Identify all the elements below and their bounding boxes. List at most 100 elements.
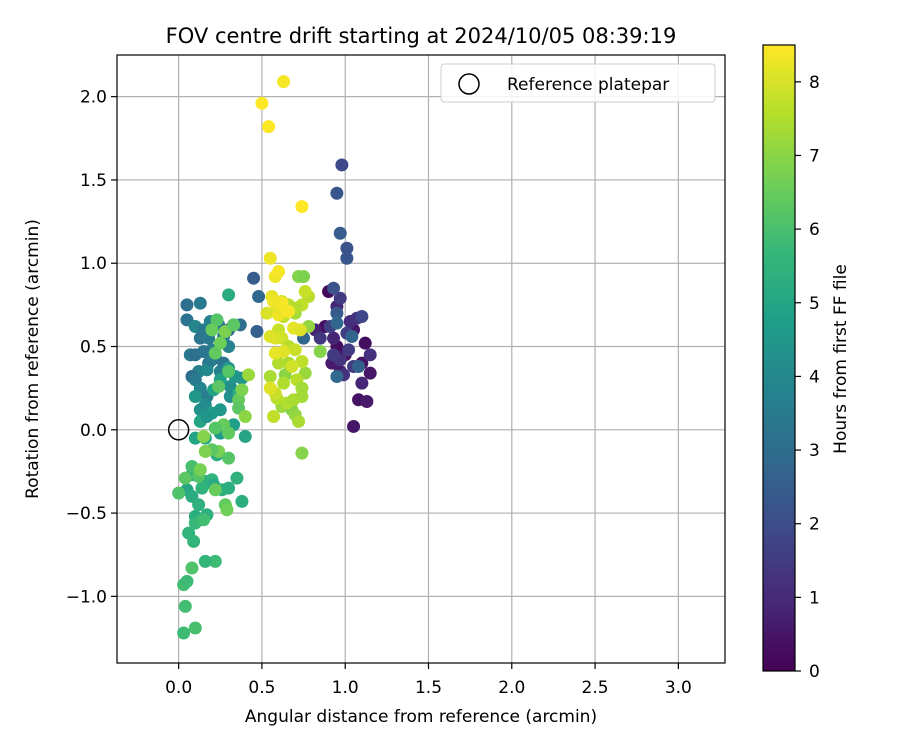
data-point <box>327 348 341 362</box>
x-tick-label: 1.5 <box>415 678 442 698</box>
data-point <box>330 186 344 200</box>
data-point <box>260 306 274 320</box>
data-point <box>255 96 269 110</box>
colorbar-tick-label: 5 <box>809 294 820 314</box>
data-point <box>198 444 212 458</box>
plot-frame <box>116 54 726 664</box>
data-point <box>178 471 192 485</box>
data-point <box>277 376 291 390</box>
y-tick-label: 0.0 <box>80 421 107 441</box>
data-point <box>177 626 191 640</box>
colorbar-tick-label: 7 <box>809 146 820 166</box>
data-point <box>195 481 209 495</box>
data-point <box>197 513 211 527</box>
data-point <box>295 446 309 460</box>
data-point <box>208 421 222 435</box>
reference-platepar-marker <box>167 419 190 441</box>
data-point <box>267 409 281 423</box>
data-point <box>313 345 327 359</box>
x-axis-label: Angular distance from reference (arcmin) <box>245 707 597 727</box>
y-tick-label: 1.5 <box>80 171 107 191</box>
data-point <box>208 483 222 497</box>
data-point <box>238 429 252 443</box>
data-point <box>222 451 236 465</box>
data-point <box>222 481 236 495</box>
data-point <box>188 389 202 403</box>
colorbar: 0 1 2 3 4 5 6 7 8 Hours from first FF file <box>762 44 851 682</box>
data-point <box>358 336 372 350</box>
colorbar-tick-label: 0 <box>809 662 820 682</box>
data-point <box>220 503 234 517</box>
data-point <box>213 403 227 417</box>
data-point <box>327 281 341 295</box>
data-point <box>172 486 186 500</box>
data-point <box>340 241 354 255</box>
data-point <box>263 369 277 383</box>
y-tick-label: −1.0 <box>66 587 107 607</box>
data-point <box>247 271 261 285</box>
data-point <box>263 330 277 344</box>
scatter-points <box>172 75 377 640</box>
data-point <box>268 346 282 360</box>
colorbar-label: Hours from first FF file <box>831 264 851 454</box>
colorbar-gradient <box>762 44 796 672</box>
y-tick-label: −0.5 <box>66 504 107 524</box>
y-axis-ticks: −1.0 −0.5 0.0 0.5 1.0 1.5 2.0 <box>66 88 117 607</box>
legend: Reference platepar <box>440 63 716 103</box>
data-point <box>208 554 222 568</box>
data-point <box>272 308 286 322</box>
colorbar-tick-label: 3 <box>809 441 820 461</box>
data-point <box>178 599 192 613</box>
data-point <box>262 120 276 134</box>
data-point <box>277 75 291 89</box>
data-point <box>298 285 312 299</box>
data-point <box>205 323 219 337</box>
data-point <box>187 534 201 548</box>
data-point <box>235 383 249 397</box>
colorbar-tick-label: 4 <box>809 367 820 387</box>
data-point <box>222 426 236 440</box>
y-tick-label: 2.0 <box>80 88 107 108</box>
colorbar-tick-label: 8 <box>809 73 820 93</box>
data-point <box>293 323 307 337</box>
data-point <box>355 310 369 324</box>
data-point <box>360 394 374 408</box>
legend-label: Reference platepar <box>507 75 669 95</box>
y-axis-label: Rotation from reference (arcmin) <box>23 219 43 499</box>
data-point <box>288 343 302 357</box>
data-point <box>333 226 347 240</box>
data-point <box>352 359 366 373</box>
x-axis-ticks: 0.0 0.5 1.0 1.5 2.0 2.5 3.0 <box>165 663 692 698</box>
x-tick-label: 3.0 <box>665 678 692 698</box>
data-point <box>335 158 349 172</box>
data-point <box>197 429 211 443</box>
data-point <box>242 368 256 382</box>
colorbar-ticks: 0 1 2 3 4 5 6 7 8 <box>795 73 820 682</box>
data-point <box>210 313 224 327</box>
data-point <box>263 251 277 265</box>
data-point <box>295 354 309 368</box>
data-point <box>235 494 249 508</box>
data-point <box>250 325 264 339</box>
data-point <box>208 346 222 360</box>
data-point <box>272 265 286 279</box>
data-point <box>330 306 344 320</box>
data-point <box>287 393 301 407</box>
data-point <box>355 376 369 390</box>
x-tick-label: 2.5 <box>582 678 609 698</box>
data-point <box>197 345 211 359</box>
data-point <box>200 409 214 423</box>
data-point <box>222 364 236 378</box>
data-point <box>180 298 194 312</box>
data-point <box>198 554 212 568</box>
data-point <box>295 200 309 214</box>
legend-box <box>440 63 716 103</box>
data-point <box>227 318 241 332</box>
x-tick-label: 2.0 <box>498 678 525 698</box>
data-point <box>213 336 227 350</box>
data-point <box>345 330 359 344</box>
x-tick-label: 0.0 <box>165 678 192 698</box>
data-point <box>185 561 199 575</box>
colorbar-tick-label: 6 <box>809 220 820 240</box>
